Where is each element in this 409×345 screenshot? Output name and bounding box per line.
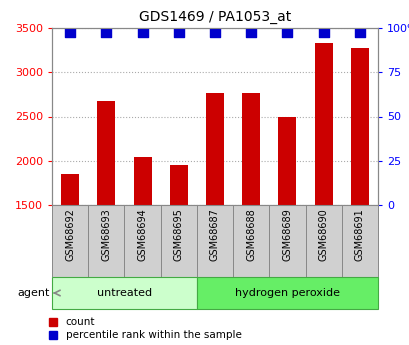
Bar xyxy=(52,205,88,277)
Text: GSM68689: GSM68689 xyxy=(282,209,292,262)
Bar xyxy=(124,205,160,277)
Bar xyxy=(52,277,196,309)
Point xyxy=(356,29,362,34)
Bar xyxy=(278,117,296,338)
Title: GDS1469 / PA1053_at: GDS1469 / PA1053_at xyxy=(139,10,290,24)
Point xyxy=(283,29,290,34)
Text: hydrogen peroxide: hydrogen peroxide xyxy=(234,288,339,298)
Bar xyxy=(242,93,260,338)
Point xyxy=(175,29,182,34)
Text: GSM68694: GSM68694 xyxy=(137,209,147,262)
Point xyxy=(139,29,146,34)
Bar xyxy=(160,205,196,277)
Bar xyxy=(88,205,124,277)
Text: GSM68690: GSM68690 xyxy=(318,209,328,262)
Point xyxy=(247,29,254,34)
Bar xyxy=(169,165,187,338)
Point xyxy=(211,29,218,34)
Text: agent: agent xyxy=(18,288,50,298)
Bar xyxy=(314,43,332,338)
Text: GSM68687: GSM68687 xyxy=(209,209,220,262)
Text: untreated: untreated xyxy=(97,288,152,298)
Bar xyxy=(350,48,368,338)
Point xyxy=(67,29,73,34)
Legend: count, percentile rank within the sample: count, percentile rank within the sample xyxy=(49,317,241,340)
Bar xyxy=(196,277,377,309)
Bar xyxy=(305,205,341,277)
Bar xyxy=(205,93,223,338)
Bar xyxy=(61,174,79,338)
Text: GSM68695: GSM68695 xyxy=(173,209,183,262)
Bar xyxy=(133,157,151,338)
Bar xyxy=(97,101,115,338)
Bar xyxy=(341,205,377,277)
Text: GSM68688: GSM68688 xyxy=(246,209,256,262)
Text: GSM68692: GSM68692 xyxy=(65,209,75,262)
Point xyxy=(103,29,109,34)
Bar xyxy=(196,205,233,277)
Text: GSM68693: GSM68693 xyxy=(101,209,111,262)
Point xyxy=(319,29,326,34)
Bar xyxy=(269,205,305,277)
Text: GSM68691: GSM68691 xyxy=(354,209,364,262)
Bar xyxy=(233,205,269,277)
